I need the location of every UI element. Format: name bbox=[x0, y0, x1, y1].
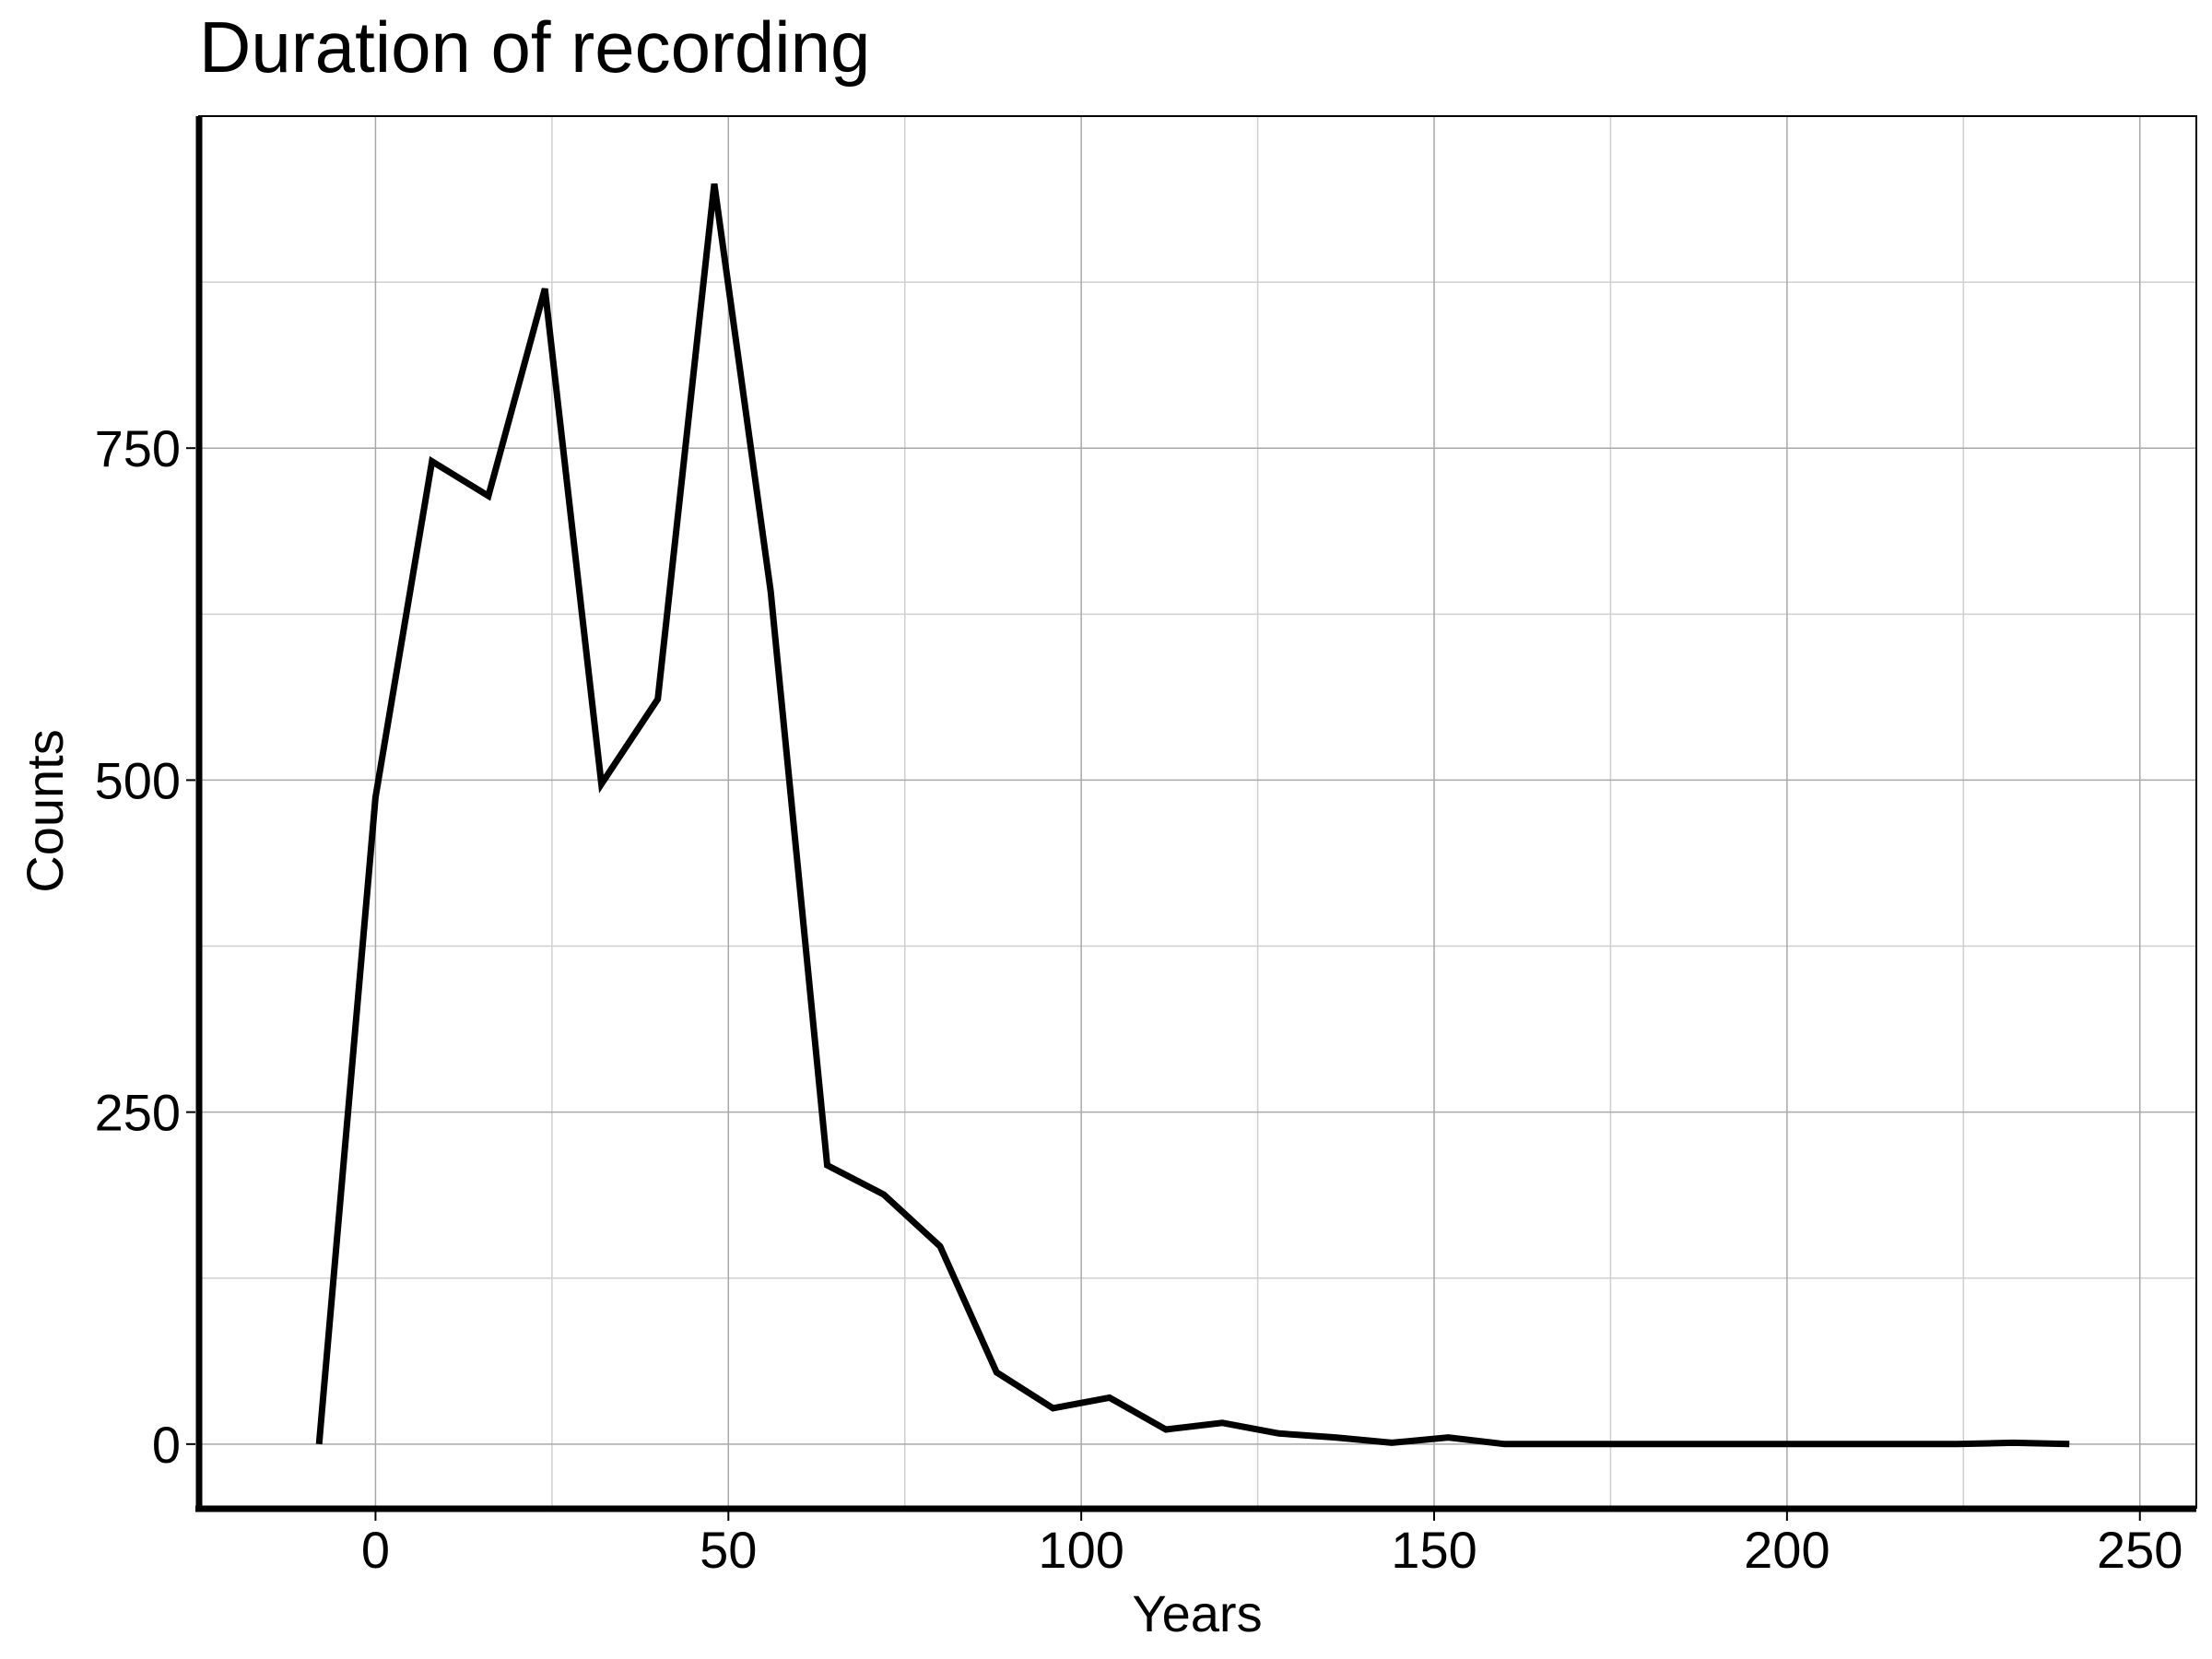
x-tick-label: 250 bbox=[2097, 1521, 2183, 1579]
x-tick-label: 100 bbox=[1038, 1521, 1124, 1579]
plot-border bbox=[198, 115, 2197, 1509]
x-tick-label: 0 bbox=[361, 1521, 390, 1579]
series-line bbox=[315, 183, 2070, 1448]
y-tick-label: 750 bbox=[95, 419, 181, 477]
x-tick-label: 50 bbox=[700, 1521, 757, 1579]
chart-title: Duration of recording bbox=[199, 6, 870, 88]
y-tick-label: 0 bbox=[152, 1416, 181, 1474]
minor-gridlines bbox=[199, 116, 2196, 1508]
major-gridlines bbox=[199, 116, 2196, 1508]
y-tick-label: 500 bbox=[95, 751, 181, 809]
x-tick-label: 150 bbox=[1391, 1521, 1477, 1579]
x-axis-label: Years bbox=[1132, 1584, 1262, 1642]
y-axis-label: Counts bbox=[16, 729, 74, 892]
y-axis-ticks: 0 250 500 750 bbox=[95, 419, 195, 1474]
data-points bbox=[319, 183, 2070, 1444]
y-tick-label: 250 bbox=[95, 1084, 181, 1142]
x-tick-label: 200 bbox=[1744, 1521, 1830, 1579]
x-axis-ticks: 0 50 100 150 200 250 bbox=[361, 1512, 2183, 1579]
